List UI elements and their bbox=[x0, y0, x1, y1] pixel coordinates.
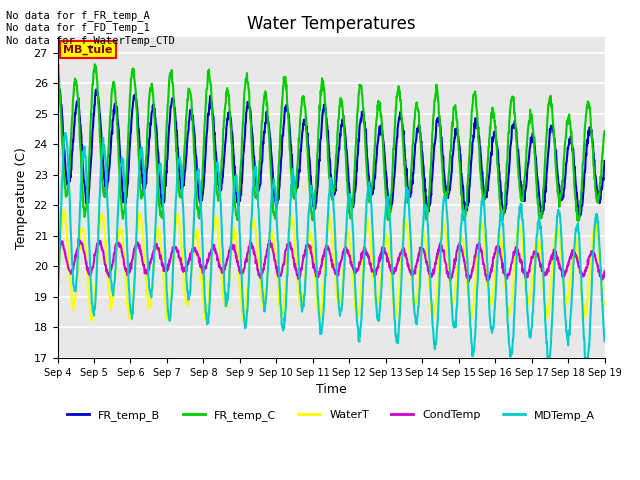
Y-axis label: Temperature (C): Temperature (C) bbox=[15, 147, 28, 249]
FR_temp_C bbox=[96, 134, 104, 140]
FR_temp_C bbox=[499, 218, 506, 224]
FR_temp_B bbox=[286, 131, 294, 137]
CondTemp bbox=[286, 240, 294, 246]
Line: FR_temp_B: FR_temp_B bbox=[58, 86, 605, 217]
Line: FR_temp_C: FR_temp_C bbox=[58, 61, 605, 221]
WaterT bbox=[298, 302, 305, 308]
FR_temp_C bbox=[365, 192, 372, 198]
MDTemp_A bbox=[298, 300, 305, 305]
X-axis label: Time: Time bbox=[316, 383, 346, 396]
Line: MDTemp_A: MDTemp_A bbox=[58, 133, 605, 358]
WaterT bbox=[601, 302, 609, 308]
FR_temp_C bbox=[286, 145, 294, 151]
MDTemp_A bbox=[544, 355, 552, 361]
WaterT bbox=[97, 219, 104, 225]
Text: MB_tule: MB_tule bbox=[63, 45, 113, 55]
MDTemp_A bbox=[97, 180, 104, 186]
FR_temp_B bbox=[55, 84, 63, 89]
FR_temp_C bbox=[118, 209, 126, 215]
CondTemp bbox=[484, 279, 492, 285]
MDTemp_A bbox=[54, 295, 61, 301]
MDTemp_A bbox=[601, 338, 609, 344]
CondTemp bbox=[75, 236, 83, 242]
WaterT bbox=[54, 288, 61, 293]
Line: WaterT: WaterT bbox=[58, 210, 605, 321]
FR_temp_C bbox=[601, 128, 609, 134]
Title: Water Temperatures: Water Temperatures bbox=[247, 15, 415, 33]
WaterT bbox=[60, 207, 68, 213]
CondTemp bbox=[118, 252, 126, 258]
FR_temp_B bbox=[601, 158, 609, 164]
FR_temp_C bbox=[297, 109, 305, 115]
CondTemp bbox=[601, 268, 609, 274]
FR_temp_C bbox=[307, 204, 315, 209]
FR_temp_B bbox=[575, 214, 583, 220]
MDTemp_A bbox=[286, 213, 294, 219]
Text: No data for f_FR_temp_A
No data for f_FD_Temp_1
No data for f_WaterTemp_CTD: No data for f_FR_temp_A No data for f_FD… bbox=[6, 10, 175, 46]
Line: CondTemp: CondTemp bbox=[58, 239, 605, 282]
CondTemp bbox=[97, 239, 104, 244]
FR_temp_B bbox=[298, 142, 305, 147]
MDTemp_A bbox=[118, 160, 126, 166]
FR_temp_B bbox=[118, 190, 126, 196]
MDTemp_A bbox=[307, 183, 315, 189]
CondTemp bbox=[298, 265, 305, 271]
Legend: FR_temp_B, FR_temp_C, WaterT, CondTemp, MDTemp_A: FR_temp_B, FR_temp_C, WaterT, CondTemp, … bbox=[63, 405, 600, 425]
MDTemp_A bbox=[61, 130, 69, 136]
FR_temp_B bbox=[97, 117, 104, 122]
CondTemp bbox=[307, 249, 315, 255]
FR_temp_B bbox=[54, 92, 61, 97]
MDTemp_A bbox=[365, 180, 373, 185]
WaterT bbox=[287, 221, 294, 227]
WaterT bbox=[119, 238, 127, 243]
CondTemp bbox=[365, 257, 373, 263]
WaterT bbox=[365, 230, 373, 236]
CondTemp bbox=[54, 252, 61, 258]
WaterT bbox=[88, 318, 95, 324]
FR_temp_B bbox=[365, 180, 373, 185]
WaterT bbox=[308, 238, 316, 243]
FR_temp_C bbox=[54, 58, 61, 64]
FR_temp_B bbox=[307, 181, 315, 187]
